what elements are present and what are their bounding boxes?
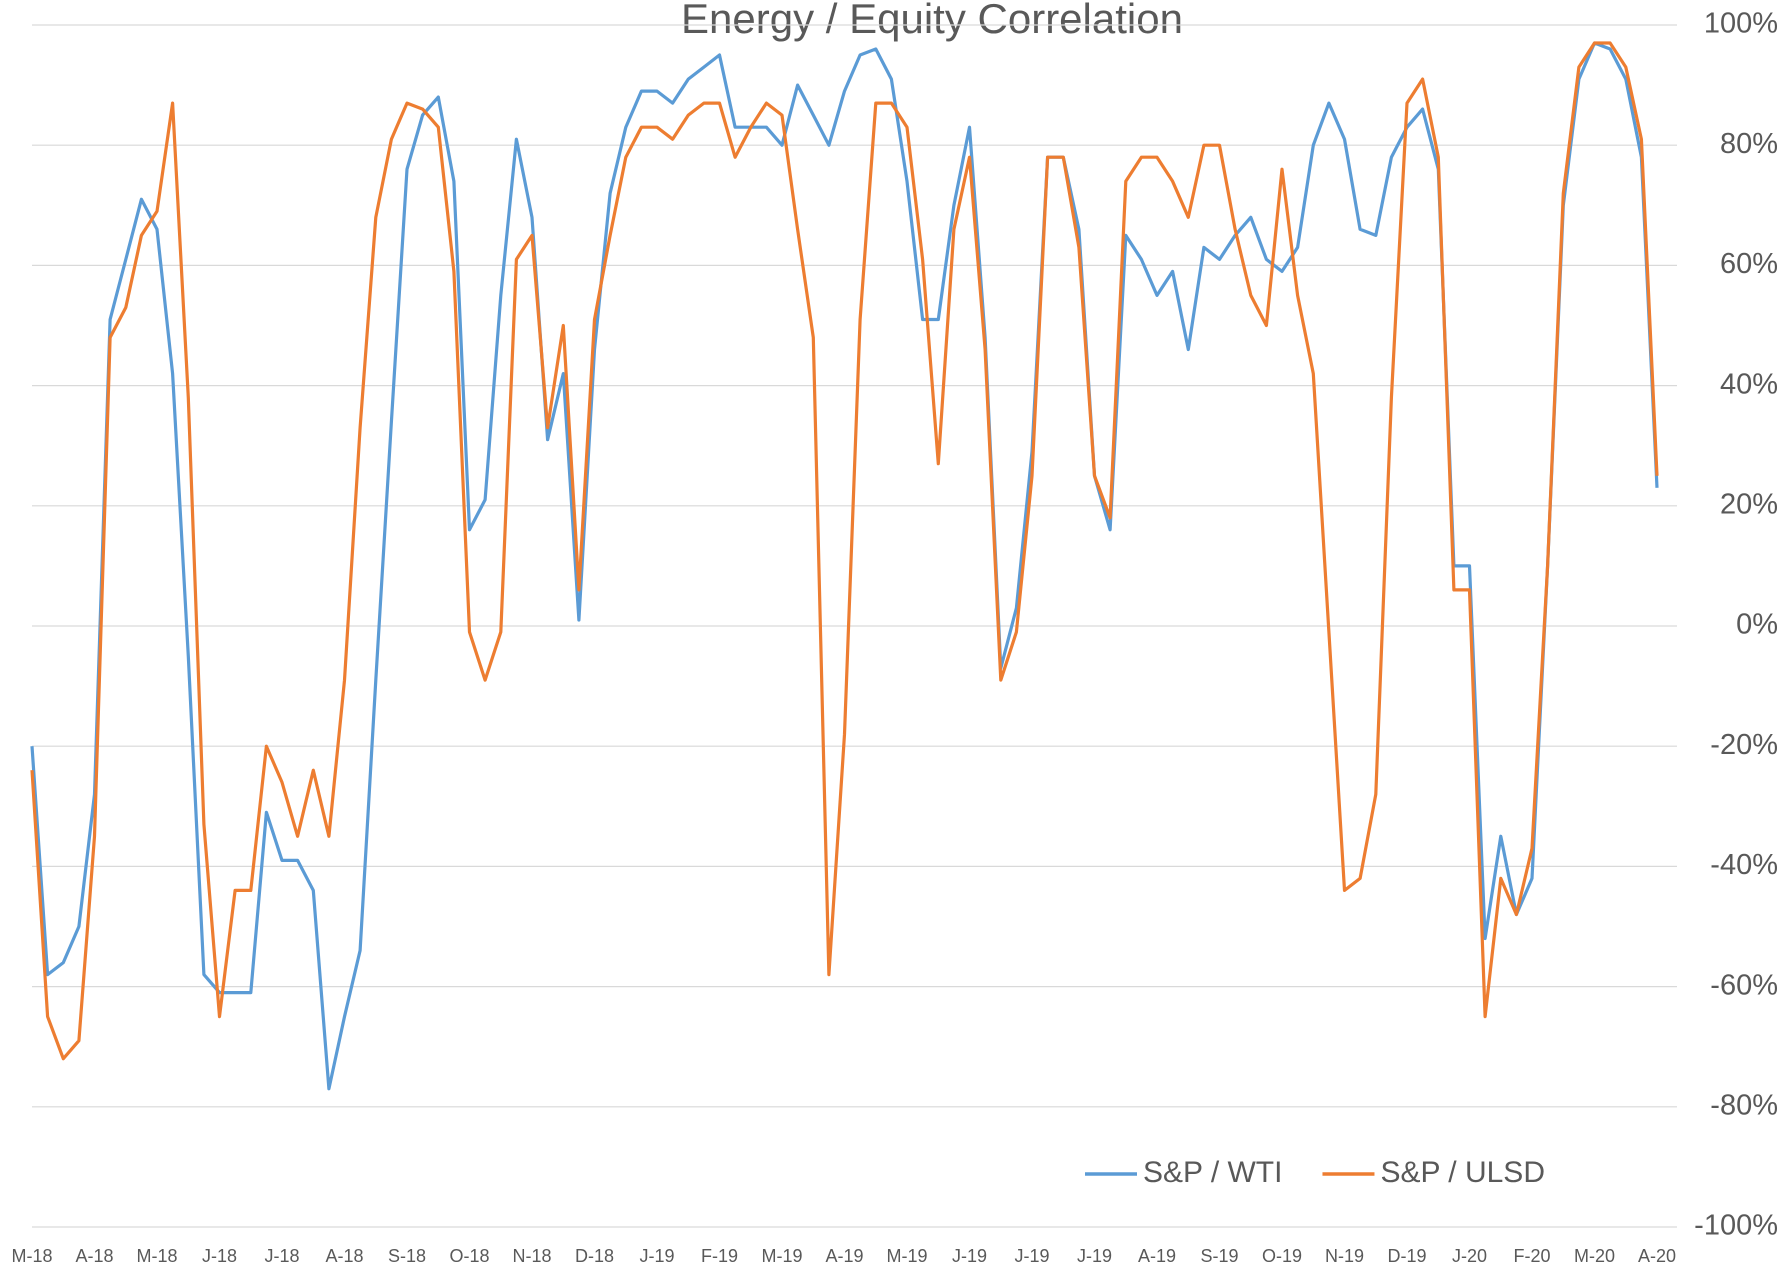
y-tick-label: -60%: [1710, 969, 1778, 1001]
x-tick-label: A-19: [825, 1246, 863, 1266]
y-tick-label: -100%: [1694, 1210, 1778, 1242]
x-tick-label: A-19: [1138, 1246, 1176, 1266]
x-tick-label: J-19: [1014, 1246, 1049, 1266]
series-line: [30, 41, 1659, 1061]
x-tick-label: N-19: [1325, 1246, 1364, 1266]
x-tick-label: F-20: [1513, 1246, 1550, 1266]
series-line: [30, 41, 1659, 1091]
x-tick-label: S-19: [1200, 1246, 1238, 1266]
x-tick-label: J-18: [202, 1246, 237, 1266]
x-tick-label: M-18: [136, 1246, 177, 1266]
x-tick-label: M-19: [761, 1246, 802, 1266]
x-tick-label: A-20: [1638, 1246, 1676, 1266]
x-tick-label: M-19: [886, 1246, 927, 1266]
y-tick-label: 0%: [1736, 609, 1778, 641]
legend-label: S&P / WTI: [1143, 1156, 1282, 1189]
x-tick-label: J-19: [1077, 1246, 1112, 1266]
x-tick-label: A-18: [75, 1246, 113, 1266]
x-tick-label: O-18: [449, 1246, 489, 1266]
x-tick-label: D-18: [575, 1246, 614, 1266]
x-tick-label: A-18: [325, 1246, 363, 1266]
x-tick-label: N-18: [512, 1246, 551, 1266]
y-tick-label: 60%: [1720, 248, 1778, 280]
chart-title: Energy / Equity Correlation: [681, 0, 1183, 42]
legend-label: S&P / ULSD: [1380, 1156, 1545, 1189]
y-tick-label: 20%: [1720, 488, 1778, 520]
x-tick-label: J-19: [639, 1246, 674, 1266]
x-tick-label: M-18: [11, 1246, 52, 1266]
x-tick-label: J-18: [264, 1246, 299, 1266]
x-tick-label: J-19: [952, 1246, 987, 1266]
y-tick-label: -40%: [1710, 849, 1778, 881]
y-tick-label: 40%: [1720, 368, 1778, 400]
y-tick-label: -20%: [1710, 729, 1778, 761]
y-tick-label: -80%: [1710, 1089, 1778, 1121]
x-tick-label: S-18: [388, 1246, 426, 1266]
y-tick-label: 80%: [1720, 128, 1778, 160]
x-tick-label: M-20: [1574, 1246, 1615, 1266]
x-tick-label: O-19: [1262, 1246, 1302, 1266]
x-tick-label: J-20: [1452, 1246, 1487, 1266]
x-tick-label: D-19: [1387, 1246, 1426, 1266]
x-tick-label: F-19: [701, 1246, 738, 1266]
y-tick-label: 100%: [1704, 8, 1778, 40]
